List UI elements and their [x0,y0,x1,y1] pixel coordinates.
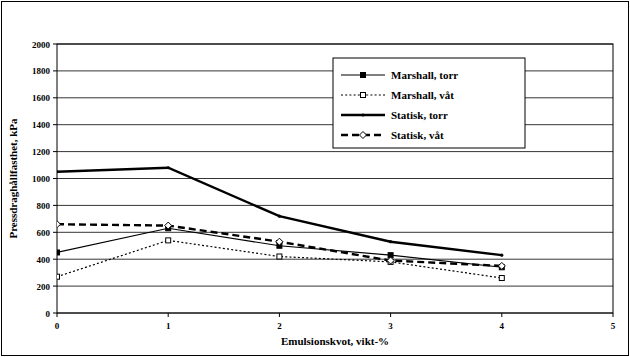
grid-line [57,286,613,287]
y-tick-label: 1800 [32,66,51,76]
data-point [57,250,60,255]
x-tick-label: 0 [55,321,60,331]
y-tick [53,70,57,71]
y-tick-label: 400 [37,255,51,265]
data-point [278,215,281,218]
plot-area [57,166,505,280]
legend-swatch [341,114,385,116]
legend-label: Statisk, torr [391,109,448,121]
series-line [57,224,502,266]
x-tick [279,313,280,317]
y-tick-label: 200 [37,282,51,292]
legend-marker [361,113,364,116]
data-point [387,257,394,264]
x-tick [613,313,614,317]
data-point [498,262,505,269]
legend-marker [361,73,366,78]
outer-border [2,2,629,356]
data-point [57,274,60,279]
chart: 0 200 400 600 800 1000 1200 1400 1600 1800 2000 0 1 2… [0,0,630,357]
y-tick [53,286,57,287]
x-tick [501,313,502,317]
data-point [165,222,172,229]
series-line [57,168,502,255]
data-point [277,254,282,259]
legend-marker [360,132,367,139]
y-axis-label: Pressdraghållfasthet, kPa [7,118,19,239]
y-tick [53,178,57,179]
y-tick-label: 1200 [32,147,51,157]
x-tick [390,313,391,317]
data-point [167,166,170,169]
x-tick [57,313,58,317]
legend-label: Statisk, våt [391,129,444,141]
y-tick [53,124,57,125]
x-tick-label: 3 [388,321,393,331]
y-tick-label: 1400 [32,120,51,130]
y-tick [53,232,57,233]
legend-label: Marshall, torr [391,69,458,81]
grid-line [57,205,613,206]
data-point [499,276,504,281]
grid-line [57,259,613,260]
y-tick [53,151,57,152]
y-tick-label: 800 [37,201,51,211]
legend-box [333,58,525,148]
y-tick-label: 0 [46,309,51,319]
x-tick-label: 4 [500,321,505,331]
data-point [389,240,392,243]
data-point [500,254,503,257]
y-tick-label: 1000 [32,174,51,184]
y-tick [53,205,57,206]
x-tick [168,313,169,317]
x-tick-label: 1 [166,321,171,331]
legend-marker [361,93,366,98]
y-tick [53,44,57,45]
x-tick-label: 2 [277,321,282,331]
y-tick-label: 600 [37,228,51,238]
grid-line [57,151,613,152]
data-point [57,170,59,173]
data-point [57,221,61,228]
y-tick [53,313,57,314]
y-tick-label: 1600 [32,93,51,103]
x-tick-label: 5 [611,321,616,331]
y-tick [53,259,57,260]
data-point [276,238,283,245]
plot-frame [57,44,613,313]
x-axis-label: Emulsionskvot, vikt-% [281,335,389,347]
y-tick-label: 2000 [32,40,51,50]
y-tick [53,97,57,98]
grid-line [57,178,613,179]
legend-label: Marshall, våt [391,89,454,101]
data-point [166,238,171,243]
grid-line [57,232,613,233]
